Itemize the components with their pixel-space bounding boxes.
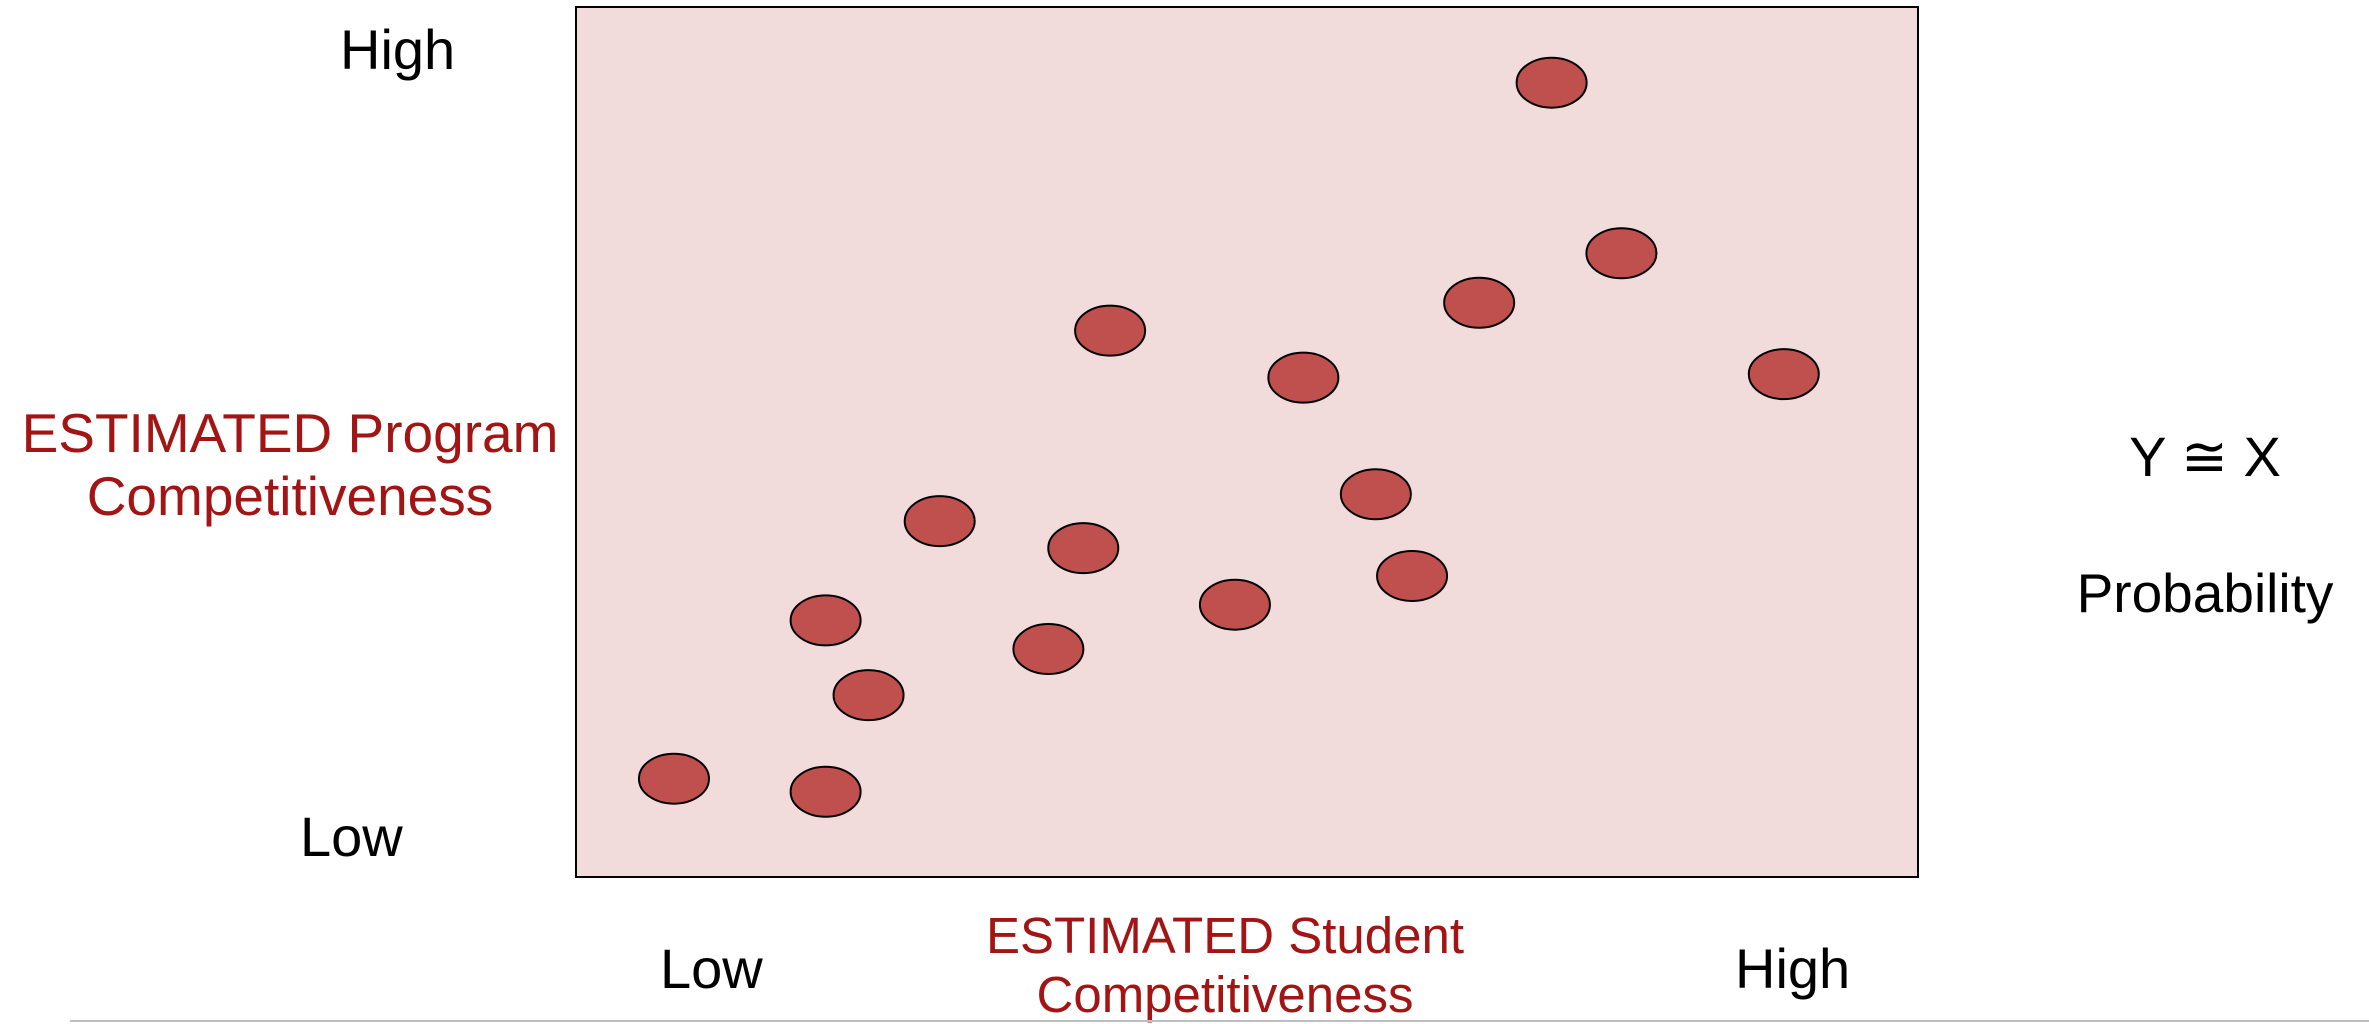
y-axis-title-line-2: Competitiveness <box>86 465 494 528</box>
data-point-12 <box>1376 549 1449 602</box>
y-axis-title: ESTIMATED Program Competitiveness <box>0 402 580 529</box>
data-point-9 <box>1198 578 1271 631</box>
plot-area <box>575 6 1919 878</box>
data-point-11 <box>1339 468 1412 521</box>
x-axis-high-label: High <box>1735 937 1851 1000</box>
data-point-2 <box>789 765 862 818</box>
y-axis-high-label: High <box>340 18 456 81</box>
y-axis-low-label: Low <box>300 805 403 868</box>
data-point-10 <box>1267 351 1340 404</box>
data-point-15 <box>1585 227 1658 280</box>
data-point-8 <box>1074 304 1147 357</box>
data-point-14 <box>1515 56 1588 109</box>
data-point-7 <box>1047 522 1120 575</box>
bottom-divider <box>70 1020 2369 1022</box>
data-point-3 <box>832 669 905 722</box>
data-points <box>637 56 1820 818</box>
data-point-4 <box>789 594 862 647</box>
data-point-13 <box>1443 276 1516 329</box>
data-point-5 <box>903 495 976 548</box>
x-axis-title: ESTIMATED Student Competitiveness <box>925 907 1525 1024</box>
x-axis-title-line-1: ESTIMATED Student <box>985 907 1465 964</box>
x-axis-low-label: Low <box>660 937 763 1000</box>
relationship-annotation: Y ≅ X <box>2129 425 2281 488</box>
data-point-6 <box>1012 623 1085 676</box>
x-axis-title-line-2: Competitiveness <box>1036 965 1414 1023</box>
probability-annotation: Probability <box>2076 562 2334 624</box>
data-point-1 <box>637 752 710 805</box>
data-point-16 <box>1747 348 1820 401</box>
y-axis-title-line-1: ESTIMATED Program <box>21 402 559 464</box>
